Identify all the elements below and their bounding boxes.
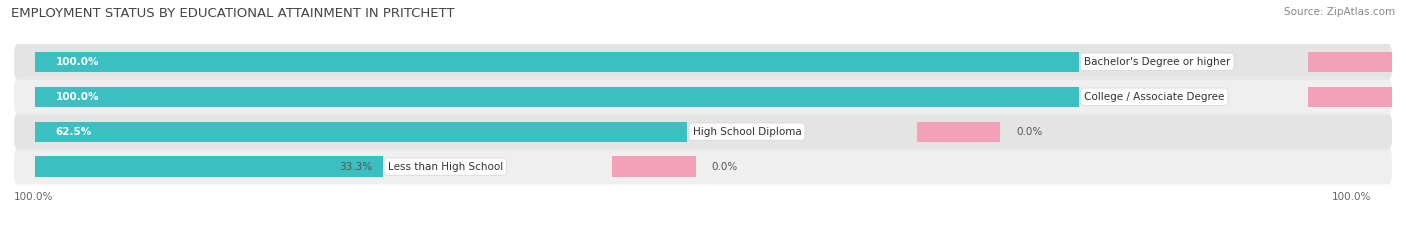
- Text: College / Associate Degree: College / Associate Degree: [1084, 92, 1225, 102]
- Text: 33.3%: 33.3%: [339, 162, 373, 171]
- Bar: [35, 87, 1078, 107]
- Text: Source: ZipAtlas.com: Source: ZipAtlas.com: [1284, 7, 1395, 17]
- Text: High School Diploma: High School Diploma: [693, 127, 801, 137]
- Text: 100.0%: 100.0%: [56, 92, 100, 102]
- Text: 0.0%: 0.0%: [711, 162, 738, 171]
- Bar: [612, 157, 696, 177]
- FancyBboxPatch shape: [14, 79, 1392, 115]
- Text: EMPLOYMENT STATUS BY EDUCATIONAL ATTAINMENT IN PRITCHETT: EMPLOYMENT STATUS BY EDUCATIONAL ATTAINM…: [11, 7, 454, 20]
- Bar: [917, 122, 1001, 142]
- Text: 100.0%: 100.0%: [14, 192, 53, 202]
- Text: Less than High School: Less than High School: [388, 162, 503, 171]
- Text: 62.5%: 62.5%: [56, 127, 91, 137]
- Text: 100.0%: 100.0%: [1331, 192, 1371, 202]
- FancyBboxPatch shape: [14, 149, 1392, 185]
- Bar: [35, 52, 1078, 72]
- Bar: [1309, 87, 1392, 107]
- FancyBboxPatch shape: [14, 44, 1392, 80]
- Text: 0.0%: 0.0%: [1017, 127, 1042, 137]
- FancyBboxPatch shape: [14, 114, 1392, 150]
- Text: 100.0%: 100.0%: [56, 57, 100, 67]
- Bar: [35, 122, 688, 142]
- Text: Bachelor's Degree or higher: Bachelor's Degree or higher: [1084, 57, 1230, 67]
- Bar: [35, 157, 382, 177]
- Bar: [1309, 52, 1392, 72]
